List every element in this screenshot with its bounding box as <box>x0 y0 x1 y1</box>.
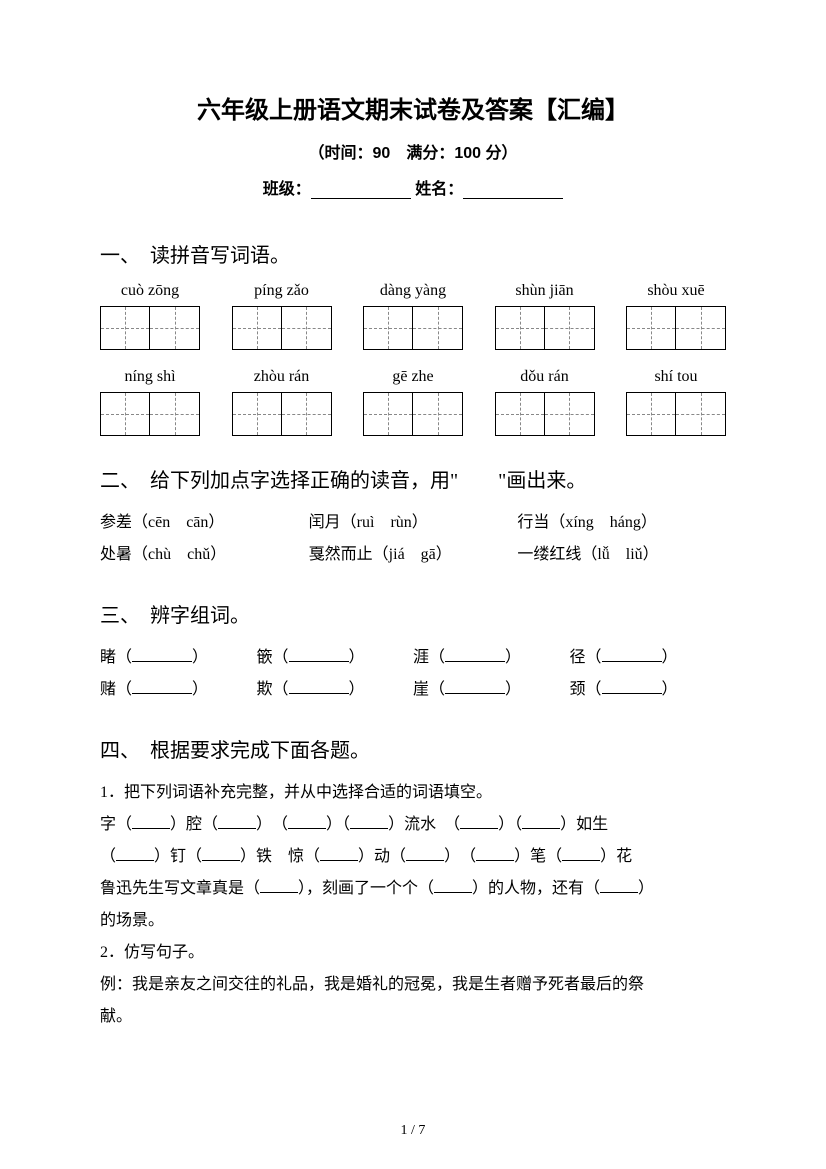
pinyin-label: dàng yàng <box>363 282 463 300</box>
q3-item: 径（） <box>570 642 727 674</box>
pinyin-row-2: níng shì zhòu rán gē zhe dǒu rán shí tou <box>100 368 726 386</box>
q3-item: 欺（） <box>257 674 414 706</box>
q2-item: 闰月（ruì rùn） <box>309 507 518 539</box>
blank[interactable] <box>602 646 662 662</box>
q4-line8: 献。 <box>100 1001 726 1033</box>
pinyin-label: shòu xuē <box>626 282 726 300</box>
blank[interactable] <box>350 813 388 829</box>
q2-header: 二、 给下列加点字选择正确的读音，用" "画出来。 <box>100 464 726 493</box>
blank[interactable] <box>602 678 662 694</box>
blank[interactable] <box>132 813 170 829</box>
pinyin-label: shí tou <box>626 368 726 386</box>
q3-item: 赌（） <box>100 674 257 706</box>
q2-row-2: 处暑（chù chǔ） 戛然而止（jiá gā） 一缕红线（lǚ liǔ） <box>100 539 726 571</box>
q3-header: 三、 辨字组词。 <box>100 599 726 628</box>
q2-item: 处暑（chù chǔ） <box>100 539 309 571</box>
blank[interactable] <box>445 678 505 694</box>
subtitle: （时间：90 满分：100 分） <box>100 139 726 163</box>
blank[interactable] <box>522 813 560 829</box>
blank[interactable] <box>434 877 472 893</box>
char-box-pair[interactable] <box>363 392 463 436</box>
char-box-pair[interactable] <box>232 392 332 436</box>
q1-header: 一、 读拼音写词语。 <box>100 239 726 268</box>
name-blank[interactable] <box>463 183 563 199</box>
char-box-pair[interactable] <box>100 306 200 350</box>
q2-item: 一缕红线（lǚ liǔ） <box>517 539 726 571</box>
blank[interactable] <box>600 877 638 893</box>
char-box-pair[interactable] <box>495 392 595 436</box>
q3-item: 篏（） <box>257 642 414 674</box>
char-box-row-2 <box>100 392 726 436</box>
q4-line1: 1．把下列词语补充完整，并从中选择合适的词语填空。 <box>100 777 726 809</box>
page-number: 1 / 7 <box>0 1123 826 1139</box>
q3-item: 颈（） <box>570 674 727 706</box>
blank[interactable] <box>288 813 326 829</box>
blank[interactable] <box>406 845 444 861</box>
blank[interactable] <box>132 646 192 662</box>
q4-line7: 例：我是亲友之间交往的礼品，我是婚礼的冠冕，我是生者赠予死者最后的祭 <box>100 969 726 1001</box>
blank[interactable] <box>260 877 298 893</box>
blank[interactable] <box>289 646 349 662</box>
q2-item: 戛然而止（jiá gā） <box>309 539 518 571</box>
char-box-row-1 <box>100 306 726 350</box>
blank[interactable] <box>562 845 600 861</box>
blank[interactable] <box>116 845 154 861</box>
blank[interactable] <box>132 678 192 694</box>
char-box-pair[interactable] <box>100 392 200 436</box>
blank[interactable] <box>289 678 349 694</box>
q2-row-1: 参差（cēn cān） 闰月（ruì rùn） 行当（xíng háng） <box>100 507 726 539</box>
pinyin-label: gē zhe <box>363 368 463 386</box>
blank[interactable] <box>320 845 358 861</box>
char-box-pair[interactable] <box>626 392 726 436</box>
blank[interactable] <box>476 845 514 861</box>
q4-line2: 字（）腔（） （）（）流水 （）（）如生 <box>100 809 726 841</box>
q4-header: 四、 根据要求完成下面各题。 <box>100 734 726 763</box>
char-box-pair[interactable] <box>626 306 726 350</box>
q2-item: 行当（xíng háng） <box>517 507 726 539</box>
blank[interactable] <box>218 813 256 829</box>
q3-row-1: 睹（） 篏（） 涯（） 径（） <box>100 642 726 674</box>
char-box-pair[interactable] <box>363 306 463 350</box>
pinyin-label: shùn jiān <box>495 282 595 300</box>
pinyin-label: dǒu rán <box>495 368 595 386</box>
q4-line6: 2．仿写句子。 <box>100 937 726 969</box>
char-box-pair[interactable] <box>495 306 595 350</box>
blank[interactable] <box>445 646 505 662</box>
q4-line5: 的场景。 <box>100 905 726 937</box>
class-label: 班级： <box>263 181 311 198</box>
student-info: 班级： 姓名： <box>100 175 726 199</box>
blank[interactable] <box>202 845 240 861</box>
q2-item: 参差（cēn cān） <box>100 507 309 539</box>
pinyin-label: cuò zōng <box>100 282 200 300</box>
q3-item: 涯（） <box>413 642 570 674</box>
blank[interactable] <box>460 813 498 829</box>
q3-item: 崖（） <box>413 674 570 706</box>
q3-row-2: 赌（） 欺（） 崖（） 颈（） <box>100 674 726 706</box>
pinyin-label: níng shì <box>100 368 200 386</box>
name-label: 姓名： <box>415 181 463 198</box>
char-box-pair[interactable] <box>232 306 332 350</box>
pinyin-label: zhòu rán <box>232 368 332 386</box>
page-title: 六年级上册语文期末试卷及答案【汇编】 <box>100 90 726 125</box>
pinyin-row-1: cuò zōng píng zǎo dàng yàng shùn jiān sh… <box>100 282 726 300</box>
class-blank[interactable] <box>311 183 411 199</box>
q4-line3: （）钉（）铁 惊（）动（） （）笔（）花 <box>100 841 726 873</box>
pinyin-label: píng zǎo <box>232 282 332 300</box>
q3-item: 睹（） <box>100 642 257 674</box>
q4-line4: 鲁迅先生写文章真是（），刻画了一个个（）的人物，还有（） <box>100 873 726 905</box>
